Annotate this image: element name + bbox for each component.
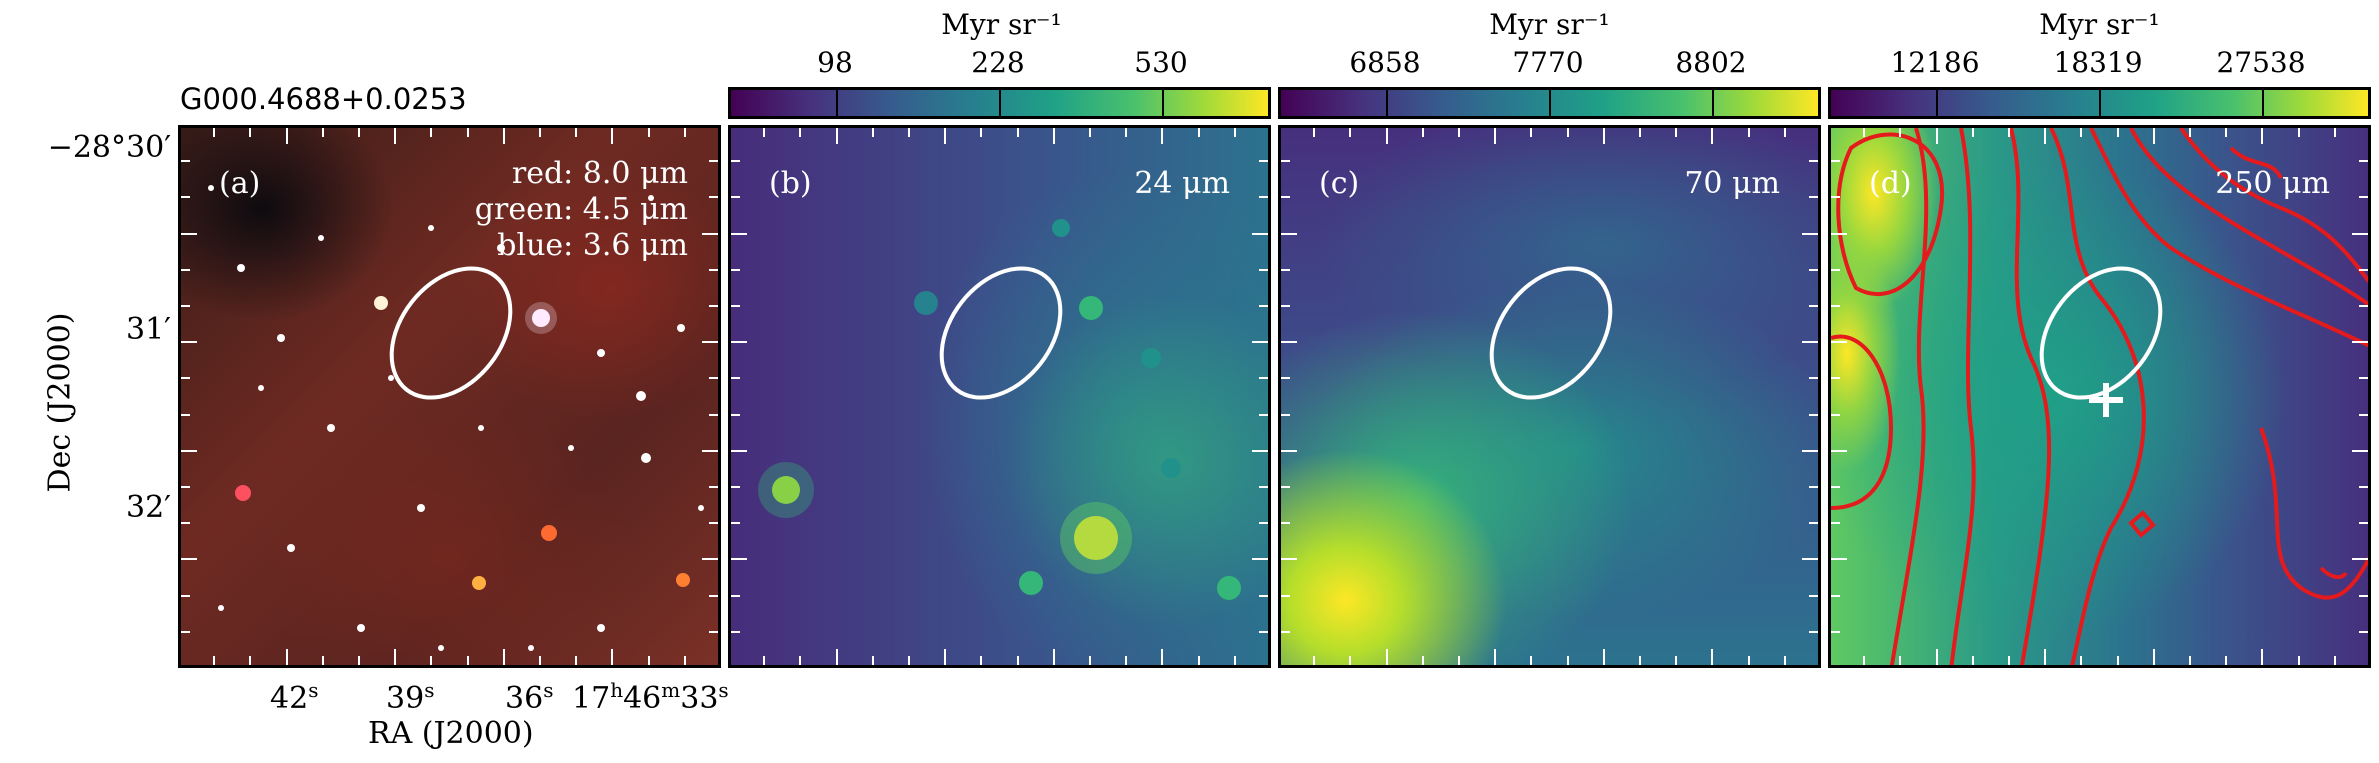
band-label-red: red: 8.0 μm <box>511 156 688 191</box>
colorbar-tick: 530 <box>1134 46 1188 79</box>
panel-c-image: (c) 70 μm <box>1278 125 1821 668</box>
panel-tag: (c) <box>1319 166 1360 201</box>
star-field <box>208 185 704 651</box>
band-label: 250 μm <box>2215 166 2330 201</box>
ra-tick-label: 17h46m33s <box>572 678 729 716</box>
panel-a-overlay <box>208 185 704 651</box>
colorbar-tick: 12186 <box>1890 46 1980 79</box>
y-axis-label: Dec (J2000) <box>42 312 78 493</box>
colorbar-unit-label: Myr sr⁻¹ <box>941 8 1062 41</box>
source-ellipse <box>1489 266 1613 400</box>
ra-tick-label: 36s <box>505 678 554 716</box>
ra-tick-label: 39s <box>386 678 435 716</box>
colorbar-tick: 8802 <box>1675 46 1747 79</box>
panel-d-image: (d) 250 μm <box>1828 125 2371 668</box>
panel-b-image: (b) 24 μm <box>728 125 1271 668</box>
band-label: 24 μm <box>1134 166 1230 201</box>
colorbar-b <box>728 87 1271 119</box>
colorbar-c <box>1278 87 1821 119</box>
colorbar-unit-label: Myr sr⁻¹ <box>2039 8 2160 41</box>
source-ellipse <box>939 266 1063 400</box>
panel-tag: (d) <box>1869 166 1912 201</box>
dec-tick-label: −28°30′ <box>47 130 171 165</box>
band-label-green: green: 4.5 μm <box>474 192 688 227</box>
panel-a-image: (a) red: 8.0 μm green: 4.5 μm blue: 3.6 … <box>178 125 721 668</box>
colorbar-tick: 7770 <box>1512 46 1584 79</box>
panel-c-overlay <box>1489 266 1613 400</box>
panel-b-overlay <box>758 219 1241 600</box>
colorbar-tick: 18319 <box>2053 46 2143 79</box>
peak-marker-icon <box>2089 383 2123 417</box>
colorbar-d <box>1828 87 2371 119</box>
colorbar-unit-label: Myr sr⁻¹ <box>1489 8 1610 41</box>
band-label: 70 μm <box>1684 166 1780 201</box>
source-title: G000.4688+0.0253 <box>180 82 467 116</box>
band-label-blue: blue: 3.6 μm <box>497 228 688 263</box>
panel-tag: (a) <box>219 166 261 201</box>
colorbar-tick: 6858 <box>1349 46 1421 79</box>
colorbar-tick: 228 <box>971 46 1025 79</box>
dec-tick-label: 31′ <box>126 312 171 347</box>
ra-tick-label: 42s <box>270 678 319 716</box>
dec-tick-label: 32′ <box>126 490 171 525</box>
colorbar-tick: 98 <box>817 46 853 79</box>
source-ellipse <box>389 266 513 400</box>
source-ellipse <box>2039 266 2163 400</box>
colorbar-tick: 27538 <box>2216 46 2306 79</box>
panel-tag: (b) <box>769 166 812 201</box>
panel-d-overlay <box>1831 128 2368 665</box>
x-axis-label: RA (J2000) <box>368 716 534 751</box>
contour-lines <box>1831 128 2368 665</box>
